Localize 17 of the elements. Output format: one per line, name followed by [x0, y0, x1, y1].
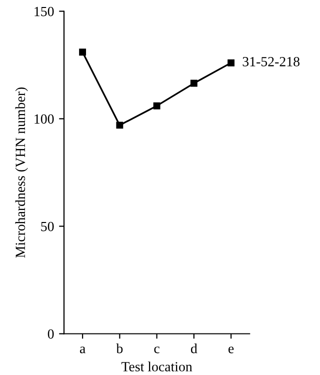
x-axis-title: Test location	[121, 362, 192, 372]
y-tick-label: 100	[34, 114, 54, 124]
point	[79, 48, 86, 56]
point	[153, 102, 160, 110]
point	[116, 122, 124, 129]
x-tick-label: c	[154, 346, 160, 354]
x-tick-label: a	[80, 346, 86, 354]
x-tick-label: e	[228, 346, 234, 354]
y-axis-title: Microhardness (VHN number)	[15, 87, 28, 258]
point	[228, 59, 235, 66]
x-tick-label: d	[190, 343, 198, 354]
y-tick-label: 50	[41, 222, 54, 232]
x-tick-label: b	[116, 343, 123, 354]
series-label: 31-52-218	[242, 56, 300, 66]
y-tick-label: 150	[34, 6, 54, 16]
point	[190, 80, 198, 87]
y-tick-label: 0	[48, 329, 54, 339]
